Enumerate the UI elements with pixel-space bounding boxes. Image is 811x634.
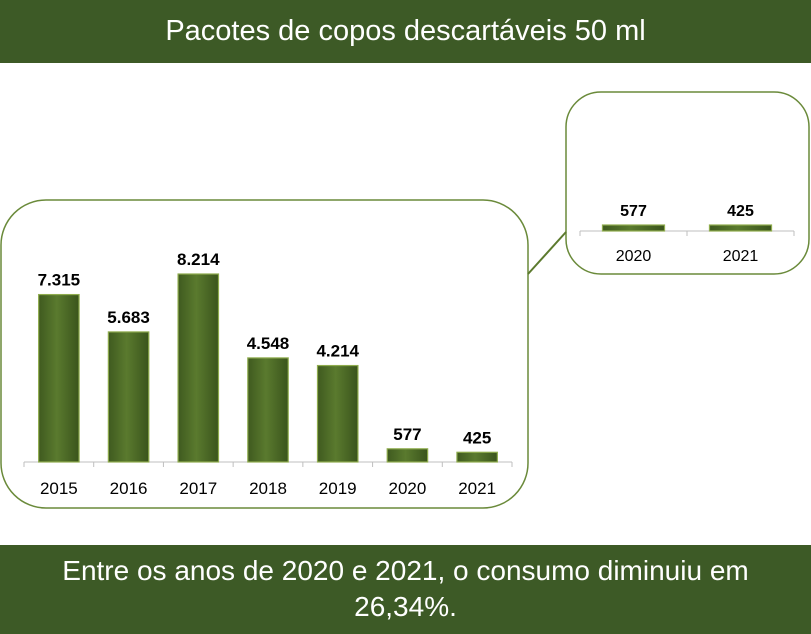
inset-tick-label-2021: 2021 — [723, 248, 759, 265]
page-title: Pacotes de copos descartáveis 50 ml — [165, 15, 646, 47]
main-tick-label-2018: 2018 — [249, 479, 287, 498]
main-data-label-2019: 4.214 — [316, 342, 359, 361]
main-tick-label-2021: 2021 — [458, 479, 496, 498]
inset-bar-chart: 577 2020 425 2021 — [579, 203, 795, 265]
main-tick-label-2019: 2019 — [319, 479, 357, 498]
main-bar-2016 — [107, 331, 150, 463]
inset-bar-2021 — [708, 224, 773, 232]
summary-banner: Entre os anos de 2020 e 2021, o consumo … — [0, 545, 811, 634]
main-bar-2017 — [177, 273, 220, 463]
main-chart-frame — [0, 199, 529, 509]
main-bar-2020 — [386, 448, 429, 463]
title-banner: Pacotes de copos descartáveis 50 ml — [0, 0, 811, 63]
main-tick-label-2017: 2017 — [179, 479, 217, 498]
inset-tick-label-2020: 2020 — [616, 248, 652, 265]
main-tick-label-2015: 2015 — [40, 479, 78, 498]
main-bar-2018 — [247, 357, 289, 463]
main-data-label-2016: 5.683 — [107, 308, 150, 327]
main-bar-2021 — [456, 451, 498, 463]
inset-chart-frame — [565, 91, 810, 275]
main-bar-chart: 7.315 2015 5.683 2016 8.214 2017 4.548 2018 4.21… — [23, 250, 513, 498]
inset-data-label-2021: 425 — [727, 203, 754, 220]
main-data-label-2015: 7.315 — [38, 271, 81, 290]
callout-connector — [527, 231, 567, 275]
main-tick-label-2020: 2020 — [389, 479, 427, 498]
main-data-label-2017: 8.214 — [177, 250, 220, 269]
inset-bar-2020 — [601, 224, 666, 232]
main-bar-2015 — [38, 293, 80, 463]
summary-text: Entre os anos de 2020 e 2021, o consumo … — [62, 555, 749, 622]
main-data-label-2018: 4.548 — [247, 334, 290, 353]
inset-data-label-2020: 577 — [620, 203, 647, 220]
main-tick-label-2016: 2016 — [110, 479, 148, 498]
main-data-label-2020: 577 — [393, 425, 421, 444]
main-data-label-2021: 425 — [463, 428, 491, 447]
main-bar-2019 — [316, 364, 359, 463]
